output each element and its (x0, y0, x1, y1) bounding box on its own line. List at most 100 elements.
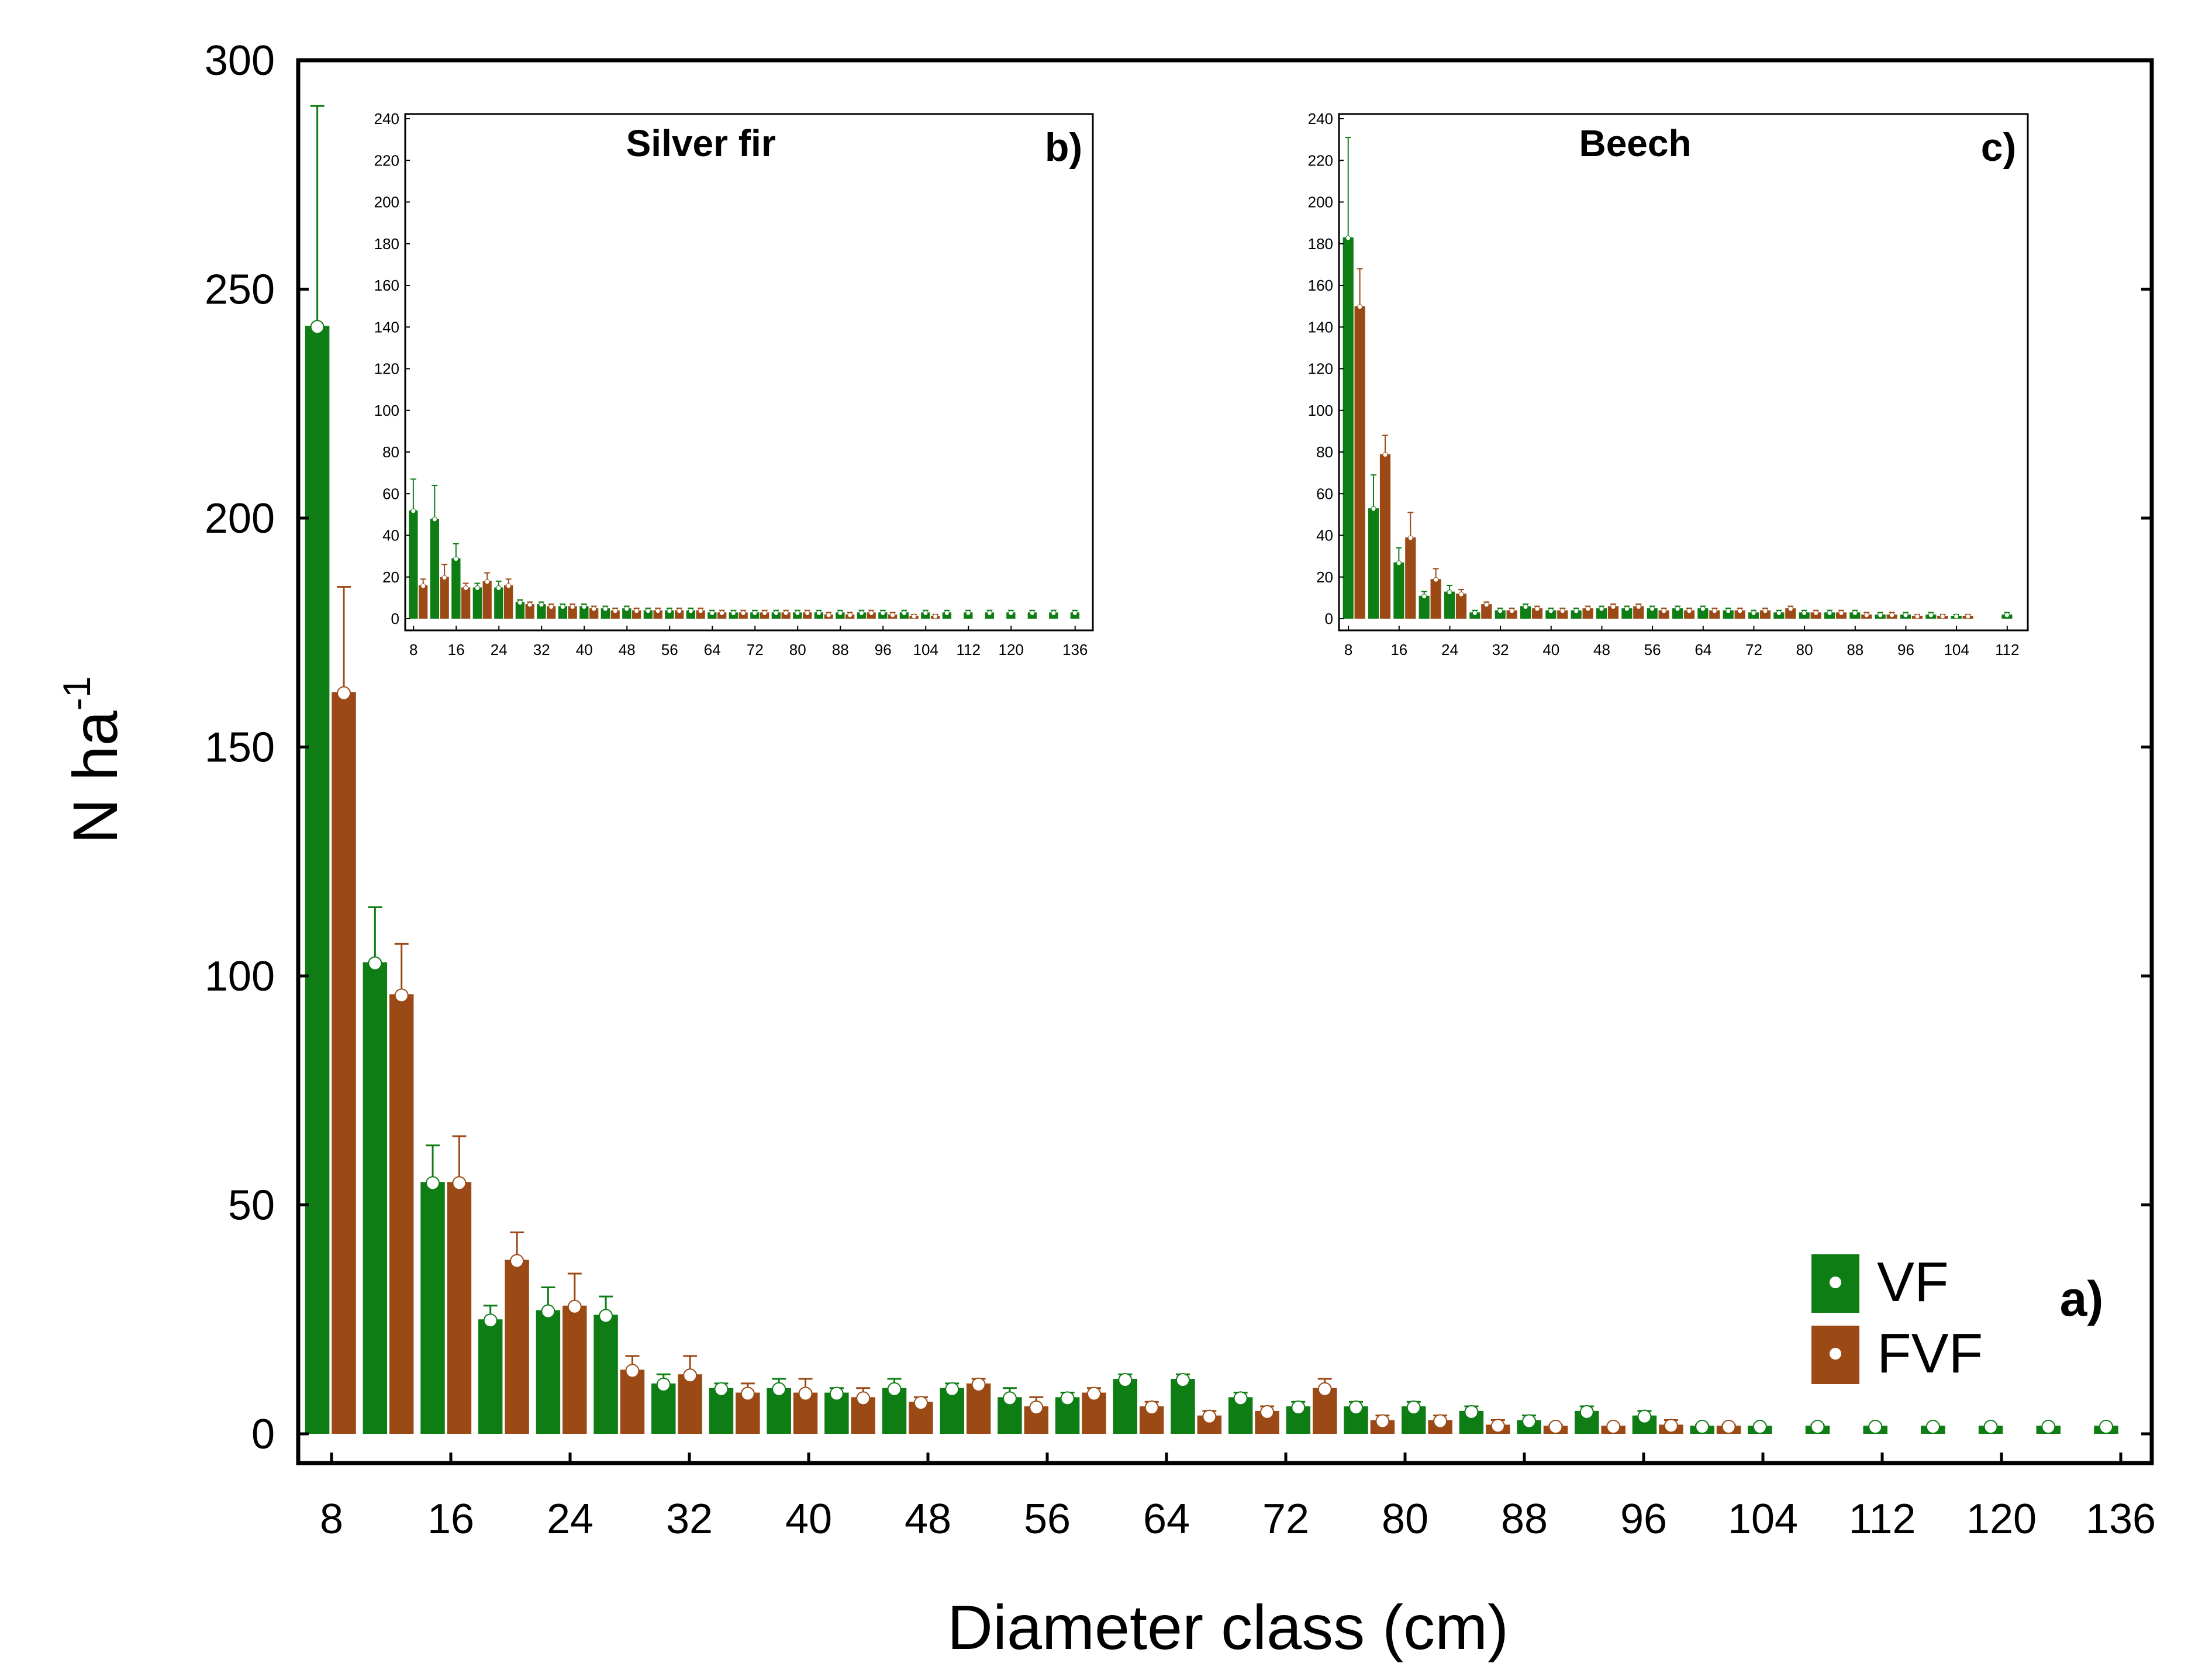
marker-a-fvf-92 (1548, 1420, 1563, 1434)
marker-a-vf-32 (656, 1377, 671, 1392)
marker-a-vf-120 (1925, 1420, 1940, 1434)
bar-b-vf-24 (494, 587, 503, 619)
marker-c-vf-84 (1827, 610, 1832, 616)
bar-c-vf-68 (1723, 610, 1734, 619)
x-tick-label-a-64: 64 (1143, 1496, 1190, 1543)
y-tick-label-c-120: 120 (1308, 360, 1333, 378)
marker-c-fvf-88 (1863, 612, 1869, 618)
y-tick-label-a-200: 200 (205, 495, 275, 542)
marker-b-fvf-48 (634, 608, 640, 614)
marker-b-vf-108 (944, 610, 950, 616)
x-axis-label: Diameter class (cm) (947, 1592, 1509, 1662)
marker-b-fvf-68 (740, 610, 746, 616)
marker-b-vf-92 (858, 610, 864, 616)
marker-c-fvf-12 (1382, 452, 1388, 458)
bar-b-fvf-56 (674, 610, 684, 619)
bar-c-fvf-68 (1734, 610, 1745, 619)
marker-c-fvf-20 (1433, 577, 1439, 582)
bar-b-fvf-16 (461, 587, 471, 619)
marker-a-vf-88 (1464, 1405, 1479, 1419)
marker-a-vf-52 (945, 1382, 960, 1396)
marker-b-vf-72 (752, 610, 758, 616)
marker-c-fvf-56 (1661, 608, 1667, 614)
marker-a-vf-8 (310, 320, 325, 334)
y-tick-label-b-240: 240 (374, 110, 399, 127)
y-tick-label-c-220: 220 (1308, 151, 1333, 169)
marker-c-fvf-60 (1686, 608, 1692, 614)
marker-a-vf-36 (714, 1382, 729, 1396)
marker-a-vf-92 (1522, 1414, 1537, 1429)
x-tick-label-b-104: 104 (913, 641, 938, 658)
bar-b-fvf-28 (525, 604, 534, 619)
bar-a-fvf-12 (389, 994, 414, 1434)
bar-a-vf-16 (420, 1182, 445, 1434)
marker-a-fvf-84 (1433, 1414, 1448, 1429)
y-tick-label-c-80: 80 (1316, 443, 1333, 461)
y-axis-label-text: N ha (60, 710, 130, 844)
marker-b-vf-84 (816, 610, 822, 616)
marker-a-fvf-72 (1260, 1405, 1275, 1419)
marker-b-fvf-100 (911, 613, 917, 619)
x-tick-label-c-104: 104 (1944, 641, 1969, 658)
x-tick-label-c-112: 112 (1995, 641, 2019, 658)
marker-b-vf-100 (901, 610, 907, 616)
marker-b-vf-16 (453, 556, 459, 562)
marker-a-fvf-8 (337, 686, 351, 701)
marker-a-vf-68 (1175, 1373, 1190, 1388)
marker-c-vf-76 (1776, 610, 1782, 616)
marker-a-vf-24 (541, 1304, 555, 1319)
marker-c-fvf-32 (1509, 608, 1515, 614)
bar-b-fvf-20 (482, 581, 492, 619)
marker-b-fvf-40 (591, 606, 597, 612)
bar-c-fvf-20 (1430, 579, 1441, 619)
marker-c-fvf-16 (1407, 535, 1413, 541)
chart-title-c: Beech (1579, 122, 1691, 164)
y-tick-label-a-300: 300 (205, 37, 275, 84)
marker-c-fvf-96 (1914, 613, 1920, 619)
marker-c-vf-56 (1649, 606, 1655, 612)
x-tick-label-a-56: 56 (1024, 1496, 1071, 1543)
plot-frame-a (296, 58, 2154, 1465)
marker-c-vf-32 (1497, 608, 1503, 614)
y-tick-label-c-140: 140 (1308, 318, 1333, 336)
marker-c-fvf-48 (1610, 604, 1616, 610)
marker-c-fvf-92 (1889, 612, 1895, 618)
x-tick-label-a-96: 96 (1620, 1496, 1667, 1543)
marker-a-vf-48 (887, 1382, 902, 1396)
marker-a-fvf-80 (1375, 1414, 1390, 1429)
marker-a-fvf-32 (683, 1368, 698, 1383)
marker-c-vf-24 (1447, 589, 1452, 595)
marker-a-vf-60 (1060, 1391, 1075, 1406)
marker-b-vf-12 (432, 516, 437, 522)
x-tick-label-b-24: 24 (491, 641, 508, 658)
marker-b-fvf-80 (805, 610, 810, 616)
marker-a-vf-108 (1752, 1420, 1767, 1434)
x-tick-label-c-24: 24 (1441, 641, 1458, 658)
bar-b-fvf-60 (696, 610, 705, 619)
marker-b-fvf-32 (548, 604, 554, 610)
bar-c-vf-44 (1571, 610, 1582, 619)
bar-a-vf-8 (305, 326, 330, 1434)
y-tick-label-a-50: 50 (228, 1182, 275, 1229)
marker-a-fvf-88 (1490, 1419, 1505, 1433)
marker-a-vf-12 (368, 956, 382, 971)
y-tick-label-a-0: 0 (251, 1411, 275, 1458)
bar-c-vf-8 (1343, 237, 1354, 619)
marker-a-vf-104 (1695, 1420, 1710, 1434)
x-tick-label-b-88: 88 (832, 641, 849, 658)
marker-a-fvf-44 (856, 1391, 871, 1406)
bar-c-vf-48 (1596, 608, 1607, 619)
marker-a-fvf-76 (1317, 1382, 1332, 1396)
bar-b-vf-48 (622, 608, 631, 619)
legend-label-fvf: FVF (1877, 1322, 1983, 1385)
x-tick-label-a-120: 120 (1966, 1496, 2037, 1543)
y-tick-label-b-140: 140 (374, 318, 399, 336)
marker-c-vf-16 (1396, 560, 1402, 566)
x-tick-label-c-72: 72 (1745, 641, 1762, 658)
bar-c-vf-60 (1672, 608, 1683, 619)
marker-c-vf-44 (1573, 608, 1579, 614)
marker-a-vf-16 (426, 1176, 440, 1191)
marker-b-vf-124 (1029, 610, 1035, 616)
marker-b-fvf-44 (612, 608, 618, 614)
